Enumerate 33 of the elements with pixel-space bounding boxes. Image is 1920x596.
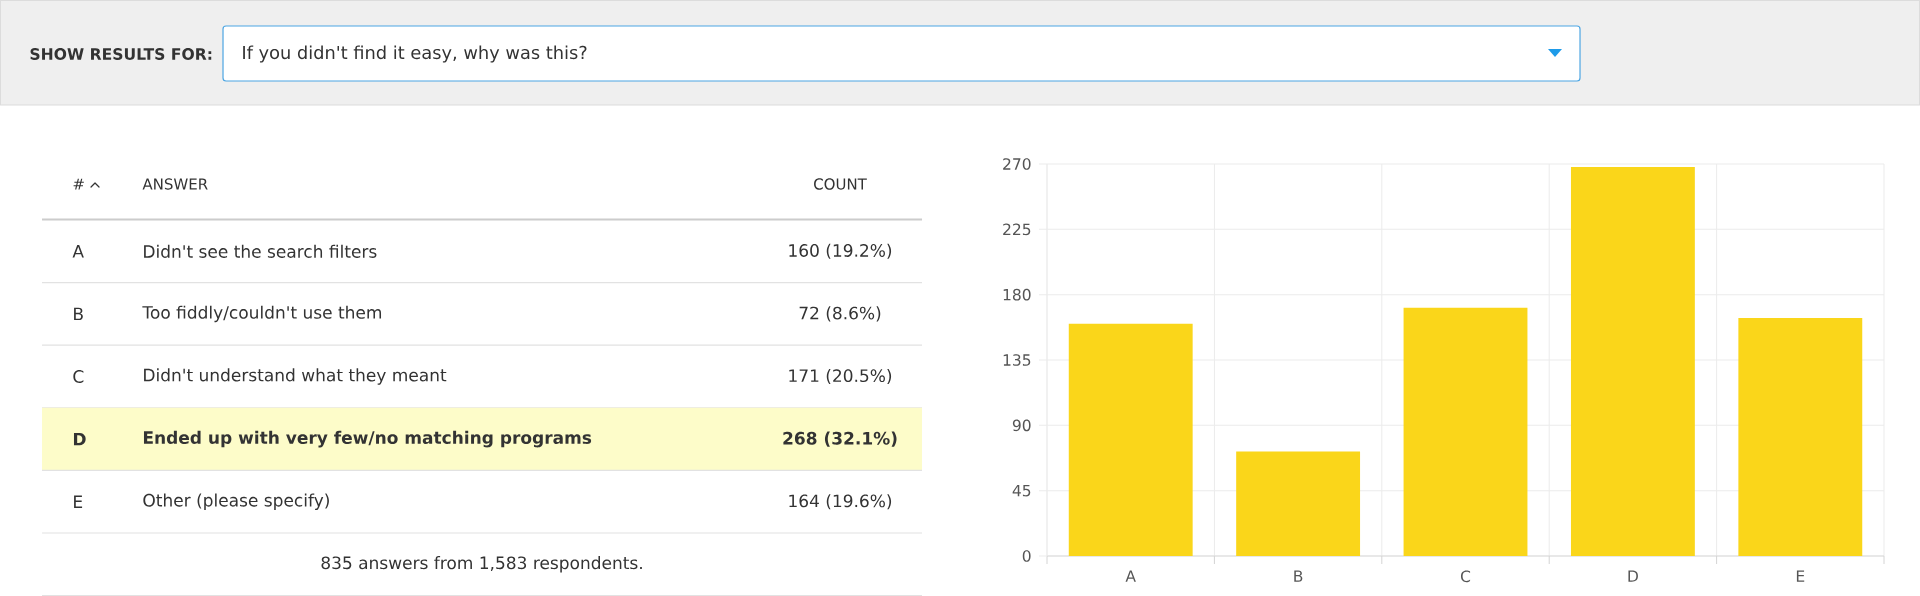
text: Other (please specify) [143, 493, 329, 510]
x-tick-label: A [1125, 570, 1136, 582]
y-tick-label: 180 [1003, 288, 1031, 301]
text: 160 (19.2%) [789, 243, 892, 259]
text: ANSWER [142, 178, 208, 190]
x-tick-label: D [1628, 570, 1638, 582]
x-tick-label: E [1796, 570, 1805, 582]
text: COUNT [814, 178, 867, 190]
y-tick-label: 90 [1012, 419, 1031, 432]
y-tick-label: 0 [1022, 550, 1031, 562]
text: Too fiddly/couldn't use them [142, 305, 382, 323]
text: 164 (19.6%) [789, 494, 892, 510]
text: Didn't understand what they meant [144, 368, 447, 385]
x-tick-label: B [1294, 570, 1303, 582]
text: 268 (32.1%) [783, 431, 897, 447]
text: Didn't see the search filters [144, 244, 377, 258]
category-label: A [72, 245, 84, 258]
y-tick-label: 135 [1003, 354, 1031, 366]
text: 171 (20.5%) [789, 368, 892, 385]
category-label: B [74, 307, 83, 321]
category-label: E [74, 495, 83, 508]
x-tick-label: C [1460, 570, 1471, 583]
text: 72 (8.6%) [799, 306, 881, 322]
category-label: C [73, 370, 84, 383]
text: 835 answers from 1,583 respondents. [321, 556, 642, 573]
text: Ended up with very few/no matching programs [143, 430, 592, 448]
category-label: D [73, 432, 86, 446]
y-tick-label: 225 [1003, 223, 1031, 236]
text: # [73, 178, 84, 190]
y-tick-label: 45 [1012, 484, 1031, 497]
y-tick-label: 270 [1003, 158, 1031, 170]
text: If you didn't find it easy, why was this? [243, 45, 587, 63]
text: SHOW RESULTS FOR: [30, 48, 212, 60]
